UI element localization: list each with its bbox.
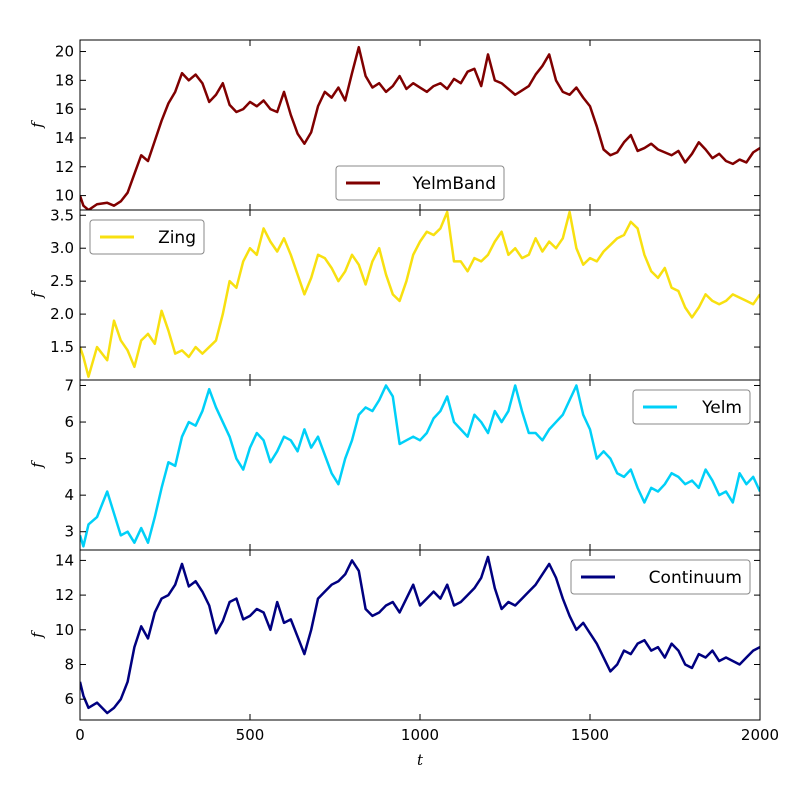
panel-1: 10 12 14 16 18 20 f YelmBand [28,39,761,211]
y-tick-label: 7 [64,376,74,394]
y-tick-label: 5 [64,450,74,468]
panel-2: 1.5 2.0 2.5 3.0 3.5 f Zing [28,206,761,381]
legend-box [89,219,205,255]
y-tick-label: 3.0 [50,239,74,257]
y-tick-label: 14 [55,551,74,569]
y-tick-label: 3.5 [50,206,74,224]
y-axis-label: f [28,120,46,129]
y-tick-label: 12 [55,586,74,604]
y-tick-label: 16 [55,100,74,118]
y-tick-label: 3 [64,523,74,541]
y-tick-label: 2.5 [50,272,74,290]
legend-label: Continuum [649,568,742,588]
x-tick-label: 2000 [741,726,779,744]
y-tick-label: 18 [55,71,74,89]
y-tick-label: 4 [64,486,74,504]
y-tick-label: 6 [64,413,74,431]
y-axis-label: f [28,630,46,639]
series-line-continuum [80,555,760,715]
x-tick-label: 500 [236,726,265,744]
y-tick-label: 1.5 [50,338,74,356]
x-tick-label: 0 [75,726,85,744]
y-tick-label: 14 [55,129,74,147]
y-tick-label: 10 [55,621,74,639]
legend: Continuum [570,559,751,595]
y-axis-label: f [28,290,46,299]
series-line-zing [80,210,760,378]
legend-box [632,389,751,425]
y-tick-label: 8 [64,655,74,673]
legend-label: Zing [158,228,196,248]
legend-label: Yelm [701,398,742,418]
y-axis-label: f [28,460,46,469]
legend-label: YelmBand [411,174,496,194]
panels-group: 10 12 14 16 18 20 f YelmBand 1.5 2.0 2.5 3.0 3.5 f Zin… [28,39,761,721]
legend-box [335,165,505,201]
x-tick-label: 1500 [571,726,609,744]
y-tick-label: 6 [64,690,74,708]
x-tick-label: 1000 [401,726,439,744]
x-axis-label: t [417,751,424,769]
legend: Zing [89,219,205,255]
series-line-yelmband [80,45,760,210]
legend: YelmBand [335,165,505,201]
series-line-yelm [80,384,760,548]
y-tick-label: 10 [55,187,74,205]
legend-box [570,559,751,595]
x-axis: 0 500 1000 1500 2000 [75,726,779,744]
legend: Yelm [632,389,751,425]
panel-3: 3 4 5 6 7 f Yelm [28,376,761,551]
y-tick-label: 12 [55,158,74,176]
y-tick-label: 20 [55,43,74,61]
y-tick-label: 2.0 [50,305,74,323]
panel-4: 6 8 10 12 14 f Continuum [28,549,761,721]
